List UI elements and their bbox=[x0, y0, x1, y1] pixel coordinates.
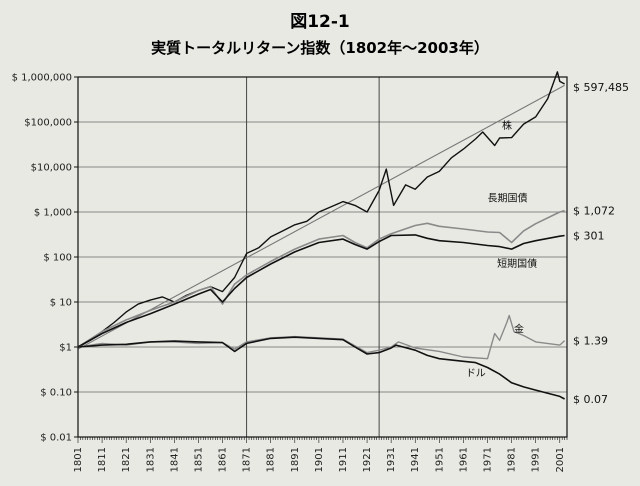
series-end-label-3: $ 1.39 bbox=[573, 335, 608, 348]
x-tick-label-7: 1871 bbox=[242, 447, 253, 472]
y-tick-label-5: $ 10 bbox=[50, 298, 72, 309]
series-line-4 bbox=[77, 336, 565, 400]
y-tick-label-2: $10,000 bbox=[31, 163, 72, 174]
series-name-label-3: 金 bbox=[514, 323, 524, 336]
x-tick-label-13: 1931 bbox=[386, 447, 397, 472]
x-tick-label-3: 1831 bbox=[145, 447, 156, 472]
series-lines bbox=[77, 71, 566, 400]
x-tick-label-18: 1981 bbox=[507, 447, 518, 472]
x-tick-label-16: 1961 bbox=[458, 447, 469, 472]
series-labels: 株 $ 597,485 長期国債 $ 1,072 短期国債 $ 301 金 $ 1.39 ドル $… bbox=[466, 81, 629, 406]
y-tick-label-4: $ 100 bbox=[43, 253, 72, 264]
x-tick-label-11: 1911 bbox=[338, 447, 349, 472]
y-tick-label-0: $ 1,000,000 bbox=[12, 73, 72, 84]
series-end-label-2: $ 301 bbox=[573, 229, 605, 242]
x-tick-label-19: 1991 bbox=[531, 447, 542, 472]
chart-title: 実質トータルリターン指数（1802年〜2003年） bbox=[151, 39, 489, 57]
x-tick-label-17: 1971 bbox=[483, 447, 494, 472]
x-tick-label-15: 1951 bbox=[434, 447, 445, 472]
figure-label: 図12-1 bbox=[290, 12, 350, 32]
y-axis: $ 1,000,000 $100,000 $10,000 $ 1,000 $ 100 $ … bbox=[12, 73, 78, 444]
series-end-label-4: $ 0.07 bbox=[573, 393, 608, 406]
x-tick-label-1: 1811 bbox=[97, 447, 108, 472]
stock-trend-line bbox=[77, 84, 565, 350]
x-tick-label-6: 1861 bbox=[218, 447, 229, 472]
y-tick-label-3: $ 1,000 bbox=[34, 208, 72, 219]
x-tick-label-5: 1851 bbox=[193, 447, 204, 472]
y-tick-label-1: $100,000 bbox=[24, 118, 72, 129]
series-name-label-2: 短期国債 bbox=[497, 257, 537, 270]
x-tick-label-12: 1921 bbox=[362, 447, 373, 472]
series-end-label-1: $ 1,072 bbox=[573, 205, 615, 218]
series-line-0 bbox=[77, 71, 565, 348]
y-tick-label-8: $ 0.01 bbox=[40, 433, 72, 444]
x-tick-label-9: 1891 bbox=[290, 447, 301, 472]
series-line-2 bbox=[77, 234, 565, 348]
y-tick-label-6: $1 bbox=[59, 343, 72, 354]
series-line-1 bbox=[77, 209, 565, 348]
series-name-label-4: ドル bbox=[466, 369, 486, 380]
x-axis: 1801 1811 1821 1831 1841 1851 1861 1871 1881 1891… bbox=[73, 437, 568, 472]
gridlines bbox=[78, 77, 567, 437]
x-tick-label-4: 1841 bbox=[169, 447, 180, 472]
x-tick-label-0: 1801 bbox=[73, 447, 84, 472]
trend-line bbox=[77, 84, 565, 350]
series-line-3 bbox=[77, 314, 566, 360]
x-tick-label-14: 1941 bbox=[410, 447, 421, 472]
x-tick-label-10: 1901 bbox=[314, 447, 325, 472]
series-name-label-1: 長期国債 bbox=[488, 192, 528, 205]
series-name-label-0: 株 bbox=[502, 119, 512, 132]
x-tick-label-2: 1821 bbox=[121, 447, 132, 472]
y-tick-label-7: $ 0.10 bbox=[40, 388, 72, 399]
x-tick-label-8: 1881 bbox=[266, 447, 277, 472]
x-tick-label-20: 2001 bbox=[555, 447, 566, 472]
series-end-label-0: $ 597,485 bbox=[573, 81, 629, 94]
